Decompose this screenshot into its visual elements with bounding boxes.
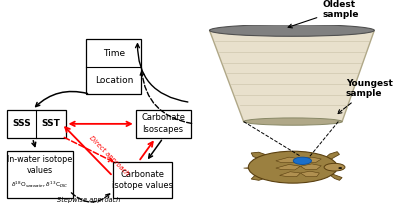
FancyBboxPatch shape [113,162,172,198]
Text: SSS: SSS [12,119,31,128]
Text: Carbonate
Isoscapes: Carbonate Isoscapes [141,113,185,134]
FancyBboxPatch shape [136,110,190,138]
Polygon shape [251,168,276,180]
Polygon shape [323,170,342,180]
Polygon shape [322,152,340,164]
Text: Location: Location [95,76,133,85]
Text: $\delta^{18}$O$_{seawater}$ $\delta^{13}$C$_{DIC}$: $\delta^{18}$O$_{seawater}$ $\delta^{13}… [11,180,69,190]
Polygon shape [300,171,319,177]
Polygon shape [244,167,252,169]
FancyBboxPatch shape [86,40,141,94]
Text: Stepwise approach: Stepwise approach [57,197,120,203]
Ellipse shape [210,25,374,36]
Polygon shape [300,164,321,169]
Polygon shape [280,172,300,177]
Text: Time: Time [103,49,125,58]
Text: In-water isotope
values: In-water isotope values [8,155,73,175]
Polygon shape [276,157,300,163]
Text: Direct approach: Direct approach [88,134,130,176]
Ellipse shape [244,118,342,125]
Ellipse shape [293,157,312,165]
Text: SST: SST [42,119,60,128]
Polygon shape [300,157,321,163]
FancyBboxPatch shape [7,151,73,198]
Text: Youngest
sample: Youngest sample [338,79,393,114]
Ellipse shape [248,151,337,183]
Ellipse shape [324,163,345,171]
Polygon shape [210,30,374,121]
Text: Carbonate
isotope values: Carbonate isotope values [112,170,173,190]
Polygon shape [276,165,300,170]
Text: Oldest
sample: Oldest sample [288,0,359,28]
Polygon shape [251,152,276,164]
Ellipse shape [339,167,342,169]
FancyBboxPatch shape [7,110,66,138]
